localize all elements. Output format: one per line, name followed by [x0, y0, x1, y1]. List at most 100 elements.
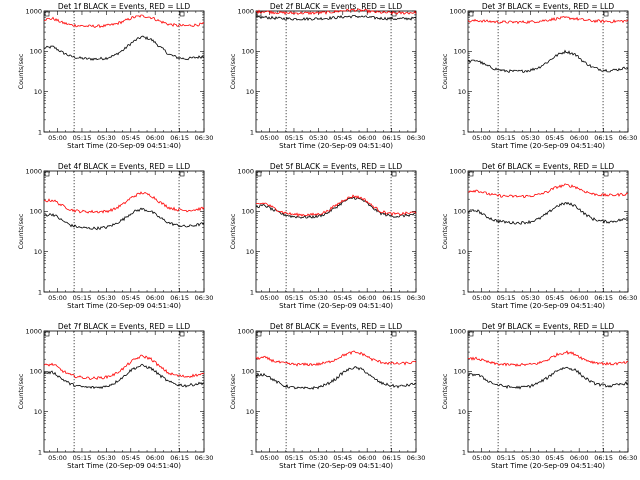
y-tick-label: 100 — [454, 48, 466, 56]
x-tick-label: 05:45 — [545, 294, 564, 302]
y-tick-label: 1000 — [237, 167, 254, 175]
start-marker — [256, 11, 262, 17]
end-marker — [603, 331, 609, 337]
y-axis-label: Counts/sec — [229, 373, 237, 409]
x-axis-label: Start Time (20-Sep-09 04:51:40) — [279, 462, 393, 470]
chart-panel-1: Det 1f BLACK = Events, RED = LLD 1 10 100 10… — [17, 2, 213, 150]
x-tick-label: 06:15 — [594, 134, 613, 142]
chart-title: Det 3f BLACK = Events, RED = LLD — [482, 2, 615, 11]
plot-frame — [467, 10, 629, 133]
x-tick-label: 05:00 — [48, 454, 67, 462]
x-tick-label: 05:00 — [48, 134, 67, 142]
y-tick-label: 100 — [242, 208, 254, 216]
chart-title: Det 6f BLACK = Events, RED = LLD — [482, 162, 615, 171]
start-marker — [44, 11, 50, 17]
y-tick-label: 1 — [250, 288, 254, 296]
y-tick-label: 1000 — [449, 167, 466, 175]
start-marker — [44, 171, 50, 177]
x-axis-label: Start Time (20-Sep-09 04:51:40) — [491, 302, 605, 310]
y-tick-label: 100 — [454, 368, 466, 376]
x-tick-label: 05:00 — [48, 294, 67, 302]
series-line-events — [467, 201, 629, 225]
x-tick-label: 05:30 — [97, 294, 116, 302]
x-tick-label: 06:30 — [195, 294, 214, 302]
y-tick-label: 100 — [454, 208, 466, 216]
x-tick-label: 05:15 — [497, 294, 516, 302]
x-tick-label: 06:30 — [195, 454, 214, 462]
plot-frame — [43, 330, 205, 453]
x-tick-label: 05:15 — [497, 454, 516, 462]
x-tick-label: 05:15 — [285, 294, 304, 302]
series-line-lld — [467, 16, 629, 25]
x-tick-label: 06:15 — [594, 294, 613, 302]
y-axis-label: Counts/sec — [229, 53, 237, 89]
plot-frame — [43, 170, 205, 293]
series-line-events — [43, 35, 205, 61]
series-line-lld — [255, 350, 417, 367]
x-tick-label: 05:15 — [285, 454, 304, 462]
series-line-events — [467, 366, 629, 390]
series-line-lld — [44, 14, 205, 29]
y-tick-label: 100 — [242, 368, 254, 376]
y-tick-label: 10 — [34, 248, 42, 256]
x-tick-label: 06:15 — [382, 454, 401, 462]
x-tick-label: 06:30 — [407, 294, 426, 302]
x-tick-label: 05:00 — [260, 294, 279, 302]
y-tick-label: 1000 — [237, 7, 254, 15]
x-tick-label: 05:00 — [260, 454, 279, 462]
y-tick-label: 1 — [462, 448, 466, 456]
y-tick-label: 1 — [38, 448, 42, 456]
series-line-lld — [43, 191, 205, 214]
start-marker — [256, 331, 262, 337]
start-marker — [44, 331, 50, 337]
x-tick-label: 06:15 — [382, 294, 401, 302]
y-tick-label: 10 — [246, 248, 254, 256]
plot-frame — [43, 10, 205, 133]
series-line-events — [43, 363, 204, 390]
end-marker — [179, 331, 185, 337]
series-line-events — [255, 366, 417, 391]
x-tick-label: 05:30 — [521, 294, 540, 302]
x-tick-label: 05:30 — [309, 454, 328, 462]
y-axis-label: Counts/sec — [441, 213, 449, 249]
x-tick-label: 06:00 — [358, 134, 377, 142]
y-tick-label: 10 — [246, 408, 254, 416]
y-tick-label: 10 — [34, 88, 42, 96]
end-marker — [603, 171, 609, 177]
x-tick-label: 05:00 — [472, 134, 491, 142]
y-axis-label: Counts/sec — [229, 213, 237, 249]
y-tick-label: 1 — [462, 128, 466, 136]
x-axis-label: Start Time (20-Sep-09 04:51:40) — [279, 142, 393, 150]
x-tick-label: 06:00 — [146, 294, 165, 302]
plot-frame — [255, 170, 417, 293]
x-tick-label: 06:00 — [570, 294, 589, 302]
x-tick-label: 05:45 — [545, 134, 564, 142]
x-axis-label: Start Time (20-Sep-09 04:51:40) — [279, 302, 393, 310]
plot-frame — [255, 10, 417, 133]
y-axis-label: Counts/sec — [441, 373, 449, 409]
chart-panel-2: Det 2f BLACK = Events, RED = LLD 1 10 100 10… — [229, 2, 425, 150]
end-marker — [603, 11, 609, 17]
x-axis-label: Start Time (20-Sep-09 04:51:40) — [67, 302, 181, 310]
x-tick-label: 05:00 — [472, 294, 491, 302]
y-tick-label: 1 — [250, 448, 254, 456]
chart-panel-5: Det 5f BLACK = Events, RED = LLD 1 10 100 10… — [229, 162, 425, 310]
x-tick-label: 06:15 — [170, 294, 189, 302]
x-tick-label: 06:30 — [407, 134, 426, 142]
chart-title: Det 7f BLACK = Events, RED = LLD — [58, 322, 191, 331]
x-tick-label: 05:15 — [73, 454, 92, 462]
y-tick-label: 10 — [458, 248, 466, 256]
y-tick-label: 10 — [458, 408, 466, 416]
x-tick-label: 06:15 — [170, 454, 189, 462]
y-tick-label: 1000 — [25, 7, 42, 15]
x-tick-label: 06:30 — [407, 454, 426, 462]
end-marker — [391, 171, 397, 177]
x-tick-label: 05:30 — [309, 134, 328, 142]
series-line-events — [467, 49, 629, 74]
x-axis-label: Start Time (20-Sep-09 04:51:40) — [491, 462, 605, 470]
x-tick-label: 05:45 — [121, 134, 140, 142]
y-tick-label: 1 — [38, 288, 42, 296]
x-tick-label: 05:30 — [97, 454, 116, 462]
plot-frame — [467, 170, 629, 293]
x-tick-label: 06:00 — [358, 294, 377, 302]
